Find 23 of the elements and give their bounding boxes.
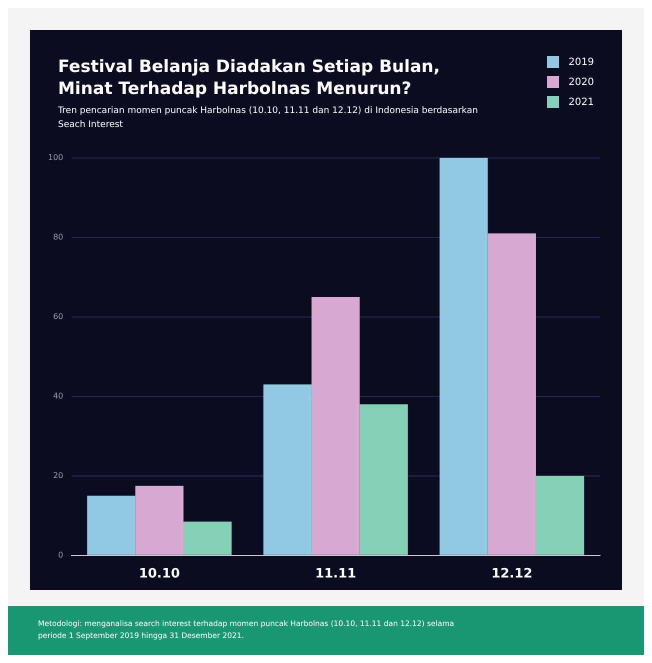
x-tick-label: 11.11 <box>315 566 356 582</box>
bar <box>135 486 184 555</box>
y-tick-label: 60 <box>53 312 64 321</box>
bar <box>440 158 488 555</box>
bar <box>488 233 536 555</box>
y-tick-label: 20 <box>53 470 64 480</box>
bar <box>87 496 136 555</box>
bar <box>360 404 408 555</box>
bar <box>263 384 312 555</box>
x-tick-label: 10.10 <box>138 566 180 582</box>
y-tick-label: 100 <box>48 152 64 162</box>
legend-label: 2021 <box>568 96 594 108</box>
chart-subtitle: Tren pencarian momen puncak Harbolnas (10.10, 11.11 dan 12.12) di Indonesia berdasarkan Seach Interest <box>58 105 479 132</box>
bar <box>536 476 584 555</box>
chart-title: Festival Belanja Diadakan Setiap Bulan, Minat Terhadap Harbolnas Menurun? <box>58 56 441 100</box>
y-tick-label: 40 <box>53 391 64 400</box>
y-tick-label: 80 <box>53 232 64 242</box>
bar <box>183 522 232 555</box>
bar <box>312 296 360 555</box>
y-tick-label: 0 <box>58 550 64 560</box>
legend-label: 2020 <box>568 76 594 88</box>
legend-label: 2019 <box>568 56 594 68</box>
x-tick-label: 12.12 <box>491 566 532 582</box>
